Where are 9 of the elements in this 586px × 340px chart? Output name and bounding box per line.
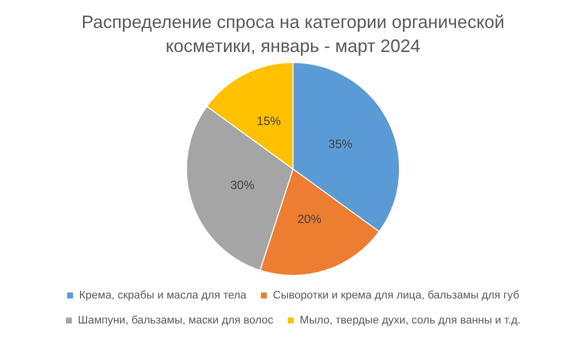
- legend-label: Крема, скрабы и масла для тела: [79, 290, 248, 302]
- data-label: 20%: [297, 212, 322, 226]
- chart-title: Распределение спроса на категории органической косметики, январь - март 2024: [80, 11, 506, 58]
- legend-label: Сыворотки и крема для лица, бальзамы для губ: [272, 290, 520, 302]
- legend-label: Шампуни, бальзамы, маски для волос: [78, 314, 274, 327]
- data-label: 30%: [230, 178, 255, 192]
- data-label: 35%: [328, 137, 353, 152]
- legend-label: Мыло, твердые духи, соль для ванны и т.д.: [300, 314, 521, 327]
- data-label: 15%: [256, 114, 282, 128]
